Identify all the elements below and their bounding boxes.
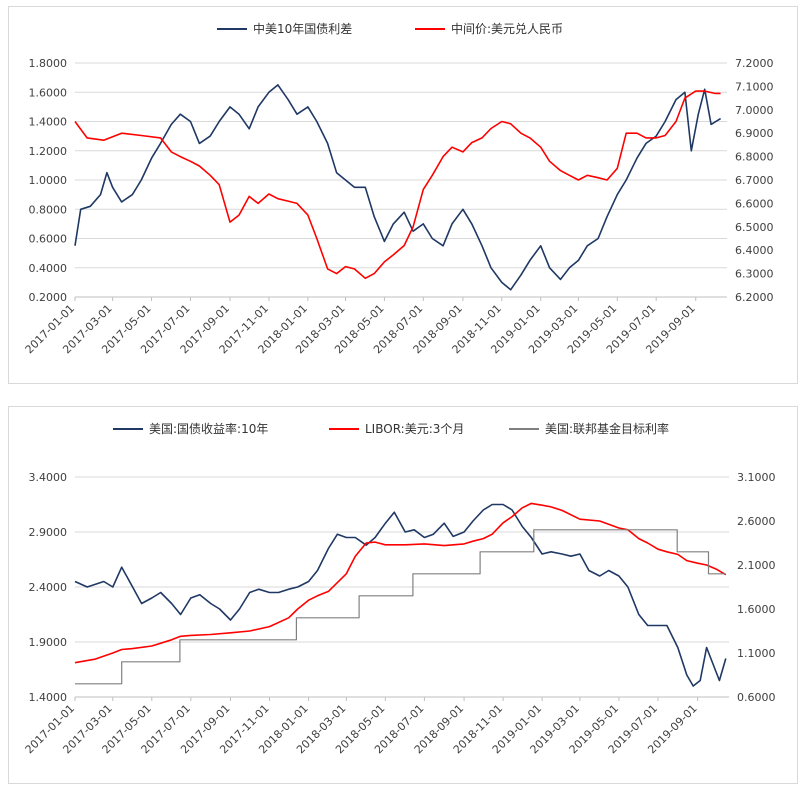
chart-panel-us-rates: 1.4000 1.9000 2.4000 2.9000 3.4000 0.6000 1.10…: [8, 406, 798, 784]
y-right-tick-label: 6.7000: [735, 174, 774, 187]
y-left-tick-label: 0.4000: [29, 262, 68, 275]
y-right-tick-label: 6.3000: [735, 268, 774, 281]
y-right-tick-label: 2.1000: [737, 559, 776, 572]
y-left-tick-label: 1.4000: [29, 691, 68, 704]
y-left-tick-label: 1.0000: [29, 174, 68, 187]
y-left-tick-label: 1.4000: [29, 116, 68, 129]
legend-label-1: LIBOR:美元:3个月: [365, 422, 464, 436]
y-right-tick-label: 7.1000: [735, 80, 774, 93]
legend-label-1: 中间价:美元兑人民币: [451, 21, 563, 36]
legend-label-0: 美国:国债收益率:10年: [149, 421, 268, 436]
y-left-tick-label: 1.6000: [29, 86, 68, 99]
series-line-1: [74, 502, 727, 664]
y-right-tick-label: 3.1000: [737, 471, 776, 484]
legend-label-2: 美国:联邦基金目标利率: [545, 421, 669, 436]
y-left-tick-label: 3.4000: [29, 471, 68, 484]
chart-us-rates: 1.4000 1.9000 2.4000 2.9000 3.4000 0.6000 1.10…: [23, 421, 776, 756]
legend-label-0: 中美10年国债利差: [253, 21, 352, 36]
gridlines: [75, 476, 729, 698]
y-left-tick-label: 1.2000: [29, 145, 68, 158]
y-left-tick-label: 2.9000: [29, 526, 68, 539]
y-right-tick-label: 1.1000: [737, 647, 776, 660]
y-left-tick-label: 0.6000: [29, 233, 68, 246]
y-right-tick-label: 2.6000: [737, 515, 776, 528]
y-left-tick-label: 1.9000: [29, 636, 68, 649]
y-right-tick-label: 1.6000: [737, 603, 776, 616]
y-right-tick-label: 0.6000: [737, 691, 776, 704]
series-line-1: [74, 90, 721, 280]
series-line-2: [75, 529, 726, 685]
y-right-tick-label: 6.5000: [735, 221, 774, 234]
y-left-tick-label: 1.8000: [29, 57, 68, 70]
y-right-tick-label: 6.4000: [735, 244, 774, 257]
gridlines: [75, 62, 727, 298]
y-left-tick-label: 2.4000: [29, 581, 68, 594]
series-line-0: [74, 503, 727, 687]
chart-panel-spread-fx: 0.2000 0.4000 0.6000 0.8000 1.0000 1.2000 1.40…: [8, 6, 798, 384]
y-left-tick-label: 0.2000: [29, 291, 68, 304]
chart-spread-fx: 0.2000 0.4000 0.6000 0.8000 1.0000 1.2000 1.40…: [23, 21, 774, 356]
y-right-tick-label: 6.8000: [735, 151, 774, 164]
y-left-tick-label: 0.8000: [29, 203, 68, 216]
series-line-0: [74, 84, 722, 291]
y-right-tick-label: 6.9000: [735, 127, 774, 140]
y-right-tick-label: 7.2000: [735, 57, 774, 70]
y-right-tick-label: 7.0000: [735, 104, 774, 117]
y-right-tick-label: 6.6000: [735, 197, 774, 210]
y-right-tick-label: 6.2000: [735, 291, 774, 304]
